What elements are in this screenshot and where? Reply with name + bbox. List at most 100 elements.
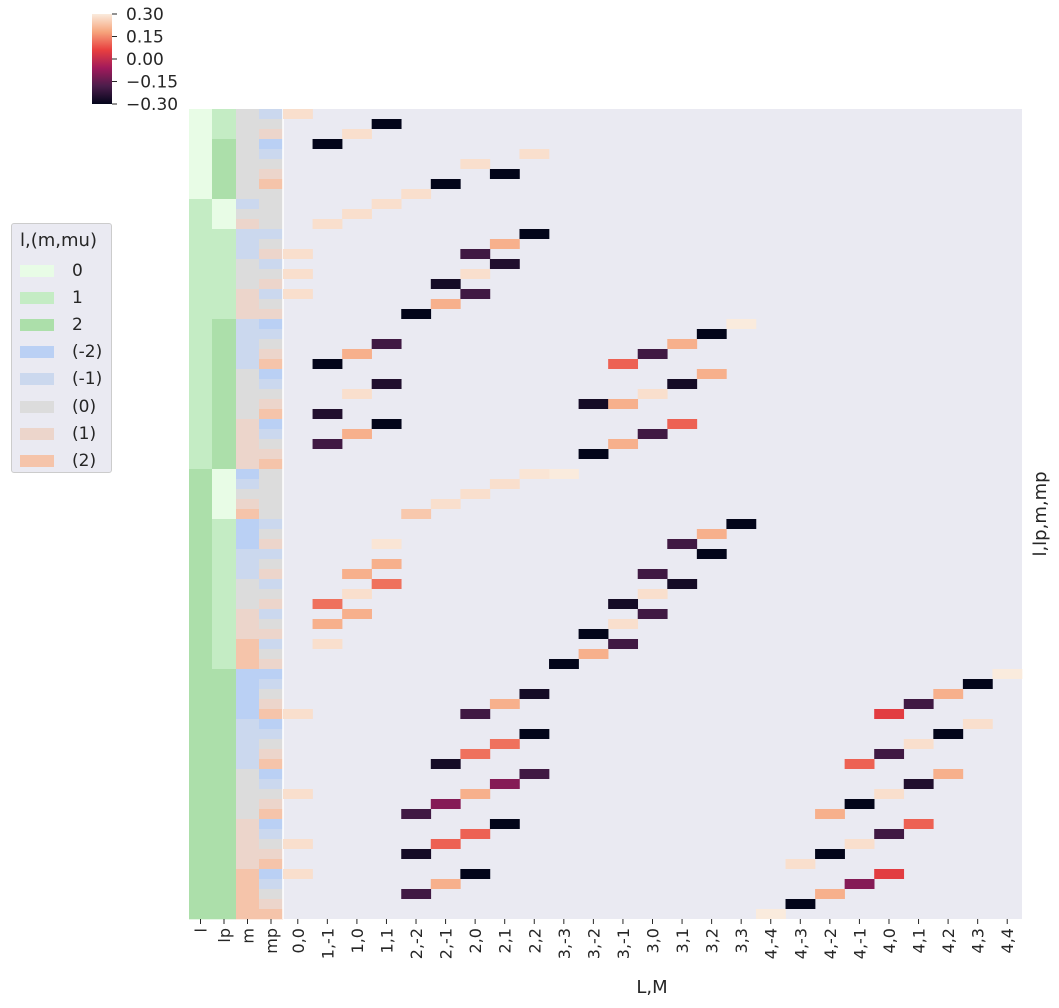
heatmap-cell xyxy=(342,609,372,619)
annotation-cell-lp xyxy=(212,669,236,680)
annotation-cell-m xyxy=(236,279,259,290)
annotation-cell-mp xyxy=(259,429,283,440)
annotation-cell-m xyxy=(236,739,259,750)
annotation-cell-mp xyxy=(259,599,283,610)
annotation-cell-l xyxy=(189,239,212,250)
x-tick-label: 1,0 xyxy=(348,928,367,953)
annotation-cell-mp xyxy=(259,909,283,920)
heatmap-cell xyxy=(489,239,520,249)
heatmap-cell xyxy=(637,609,668,619)
heatmap-cell xyxy=(283,289,313,299)
heatmap-cell xyxy=(962,719,993,729)
annotation-cell-m xyxy=(236,879,259,890)
heatmap-cell xyxy=(519,689,550,699)
annotation-cell-m xyxy=(236,779,259,790)
heatmap-cell xyxy=(283,269,313,279)
heatmap-cell xyxy=(519,469,550,479)
legend-swatch xyxy=(20,346,54,359)
annotation-cell-mp xyxy=(259,479,283,490)
heatmap-cell xyxy=(489,479,520,489)
heatmap-cell xyxy=(726,519,757,529)
annotation-cell-mp xyxy=(259,439,283,450)
annotation-cell-lp xyxy=(212,509,236,520)
annotation-cell-mp xyxy=(259,769,283,780)
heatmap-cell xyxy=(283,869,313,879)
annotation-cell-mp xyxy=(259,279,283,290)
heatmap-cell xyxy=(312,439,343,449)
annotation-cell-l xyxy=(189,849,212,860)
annotation-cell-mp xyxy=(259,259,283,270)
heatmap-cell xyxy=(283,839,313,849)
annotation-cell-mp xyxy=(259,159,283,170)
annotation-cell-lp xyxy=(212,909,236,920)
annotation-cell-l xyxy=(189,709,212,720)
annotation-cell-m xyxy=(236,789,259,800)
annotation-cell-mp xyxy=(259,699,283,710)
annotation-cell-l xyxy=(189,569,212,580)
annotation-cell-lp xyxy=(212,199,236,210)
annotation-cell-lp xyxy=(212,479,236,490)
annotation-cell-lp xyxy=(212,629,236,640)
heatmap-cell xyxy=(696,369,727,379)
heatmap-cell xyxy=(815,809,845,819)
x-tick-label: 4,2 xyxy=(939,928,958,953)
annotation-cell-mp xyxy=(259,489,283,500)
heatmap-cell xyxy=(460,159,491,169)
heatmap-cell xyxy=(637,429,668,439)
annotation-cell-mp xyxy=(259,869,283,880)
annotation-cell-m xyxy=(236,819,259,830)
annotation-cell-mp xyxy=(259,359,283,370)
colorbar-ticks: 0.30 0.150.00 −0.15−0.30 xyxy=(112,5,178,115)
heatmap-cell xyxy=(874,789,905,799)
heatmap-cell xyxy=(283,249,313,259)
annotation-cell-lp xyxy=(212,259,236,270)
annotation-cell-m xyxy=(236,589,259,600)
annotation-cell-lp xyxy=(212,409,236,420)
x-tick-label: 3,-3 xyxy=(555,928,574,959)
annotation-cell-lp xyxy=(212,719,236,730)
heatmap-cell xyxy=(903,739,934,749)
heatmap-cells xyxy=(283,109,1023,919)
annotation-cell-lp xyxy=(212,179,236,190)
annotation-legend: l,(m,mu) 0 1 2 (-2) (-1) (0) (1) (2) xyxy=(11,223,112,473)
annotation-cell-m xyxy=(236,899,259,910)
annotation-cell-lp xyxy=(212,609,236,620)
x-tick-label: 4,3 xyxy=(969,928,988,953)
heatmap-cell xyxy=(283,109,313,119)
annotation-cell-m xyxy=(236,629,259,640)
annotation-cell-lp xyxy=(212,519,236,530)
annotation-cell-l xyxy=(189,779,212,790)
annotation-cell-mp xyxy=(259,639,283,650)
heatmap-cell xyxy=(578,399,609,409)
annotation-cell-l xyxy=(189,909,212,920)
heatmap-cell xyxy=(874,709,905,719)
annotation-cell-m xyxy=(236,659,259,670)
annotation-cell-lp xyxy=(212,419,236,430)
x-tick-label: m xyxy=(239,928,258,944)
heatmap-cell xyxy=(933,769,964,779)
annotation-cell-l xyxy=(189,429,212,440)
annotation-cell-m xyxy=(236,269,259,280)
annotation-cell-l xyxy=(189,689,212,700)
heatmap-cell xyxy=(430,499,461,509)
colorbar-tick-label: −0.15 xyxy=(126,73,178,93)
annotation-cell-m xyxy=(236,799,259,810)
heatmap-cell xyxy=(519,229,550,239)
annotation-cell-m xyxy=(236,569,259,580)
annotation-cell-mp xyxy=(259,109,283,120)
annotation-cell-mp xyxy=(259,309,283,320)
annotation-cell-m xyxy=(236,319,259,330)
annotation-cell-l xyxy=(189,159,212,170)
heatmap-cell xyxy=(844,839,875,849)
x-tick-label: l xyxy=(192,928,211,932)
heatmap-cell xyxy=(401,889,432,899)
annotation-cell-m xyxy=(236,559,259,570)
annotation-cell-m xyxy=(236,509,259,520)
annotation-cell-l xyxy=(189,599,212,610)
annotation-cell-m xyxy=(236,169,259,180)
annotation-cell-mp xyxy=(259,339,283,350)
colorbar xyxy=(92,14,112,104)
annotation-cell-lp xyxy=(212,739,236,750)
legend-swatch xyxy=(20,454,54,467)
annotation-cell-l xyxy=(189,319,212,330)
